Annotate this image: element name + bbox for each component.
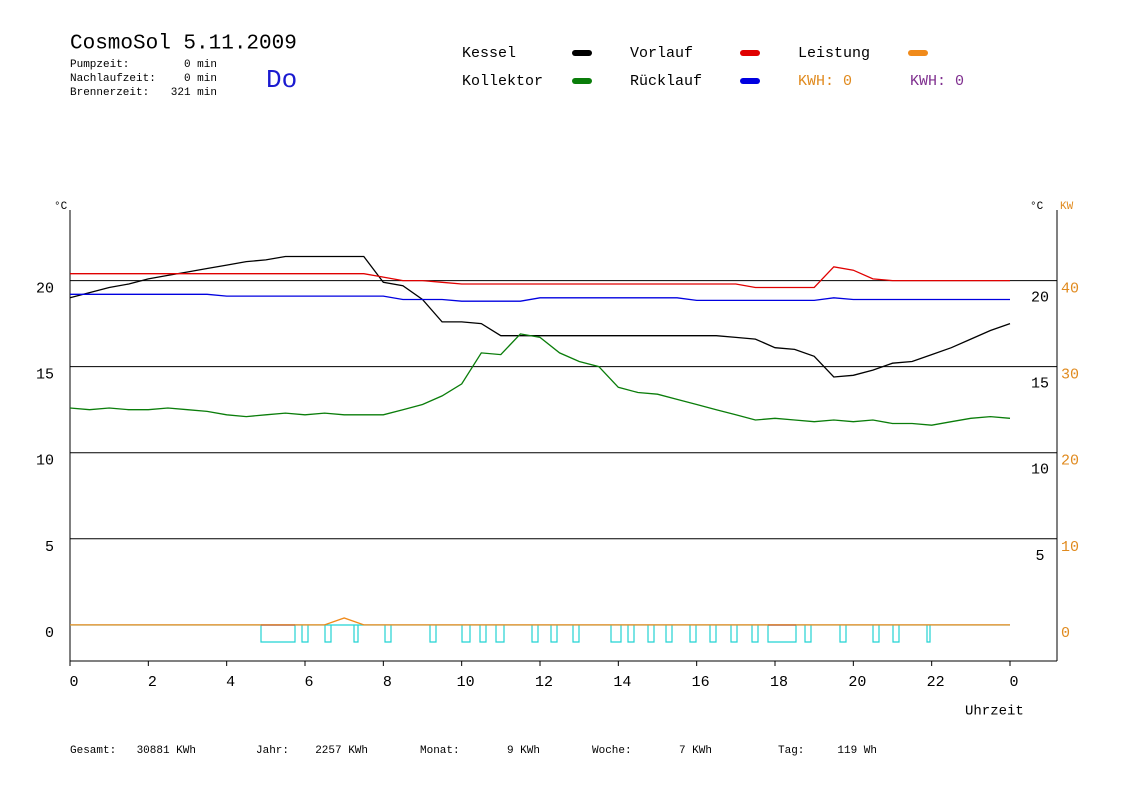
y2-tick-label: 20 <box>1061 453 1079 470</box>
stat-label: Brennerzeit: <box>70 87 149 99</box>
x-tick-label: 0 <box>69 674 78 691</box>
series-line <box>70 617 1010 626</box>
footer-label: Woche: <box>592 745 632 757</box>
series-line <box>70 293 1010 302</box>
x-tick-label: 20 <box>848 674 866 691</box>
legend-swatch <box>740 50 760 56</box>
y2-tick-label: 10 <box>1061 539 1079 556</box>
legend-label: Rücklauf <box>630 73 702 90</box>
legend-label: Kollektor <box>462 73 543 90</box>
chart-title: CosmoSol 5.11.2009 <box>70 33 297 56</box>
stat-value: 0 min <box>184 59 217 71</box>
x-tick-label: 12 <box>535 674 553 691</box>
legend-swatch <box>740 78 760 84</box>
day: Do <box>266 65 297 95</box>
footer-value: 2257 KWh <box>315 745 368 757</box>
kwh-label: KWH: 0 <box>798 73 852 90</box>
x-tick-label: 6 <box>304 674 313 691</box>
x-tick-label: 14 <box>613 674 631 691</box>
legend-swatch <box>572 78 592 84</box>
series-line <box>69 255 1011 378</box>
y2-unit: KW <box>1060 201 1074 213</box>
x-tick-label: 16 <box>692 674 710 691</box>
stat-label: Nachlaufzeit: <box>70 73 156 85</box>
x-axis-label: Uhrzeit <box>965 704 1024 720</box>
footer-label: Jahr: <box>256 745 289 757</box>
x-tick-label: 22 <box>927 674 945 691</box>
stat-value: 0 min <box>184 73 217 85</box>
y-unit-right: °C <box>1030 201 1044 213</box>
y-tick-label: 5 <box>45 539 54 556</box>
legend-label: Leistung <box>798 45 870 62</box>
y2-tick-label: 40 <box>1061 281 1079 298</box>
footer-label: Tag: <box>778 745 804 757</box>
y-tick-label-right: 15 <box>1031 376 1049 393</box>
legend-swatch <box>908 50 928 56</box>
y-tick-label: 0 <box>45 625 54 642</box>
footer-value: 7 KWh <box>679 745 712 757</box>
kwh-label: KWH: 0 <box>910 73 964 90</box>
stat-label: Pumpzeit: <box>70 59 129 71</box>
x-tick-label: 10 <box>457 674 475 691</box>
x-tick-label: 18 <box>770 674 788 691</box>
stat-value: 321 min <box>171 87 217 99</box>
legend-swatch <box>572 50 592 56</box>
footer-label: Gesamt: <box>70 745 116 757</box>
y-tick-label-right: 5 <box>1035 548 1044 565</box>
footer-value: 30881 KWh <box>137 745 196 757</box>
x-tick-label: 4 <box>226 674 235 691</box>
x-tick-label: 8 <box>383 674 392 691</box>
legend-label: Vorlauf <box>630 45 693 62</box>
y2-tick-label: 0 <box>1061 625 1070 642</box>
y-tick-label-right: 10 <box>1031 462 1049 479</box>
x-tick-label: 0 <box>1009 674 1018 691</box>
legend-label: Kessel <box>462 45 516 62</box>
y-tick-label: 20 <box>36 281 54 298</box>
footer-value: 119 Wh <box>837 745 877 757</box>
x-tick-label: 2 <box>148 674 157 691</box>
footer-value: 9 KWh <box>507 745 540 757</box>
series-line <box>69 333 1011 426</box>
y2-tick-label: 30 <box>1061 367 1079 384</box>
y-unit-left: °C <box>54 201 68 213</box>
y-tick-label: 10 <box>36 453 54 470</box>
y-tick-label: 15 <box>36 367 54 384</box>
footer-label: Monat: <box>420 745 460 757</box>
y-tick-label-right: 20 <box>1031 290 1049 307</box>
series-line <box>70 266 1010 289</box>
